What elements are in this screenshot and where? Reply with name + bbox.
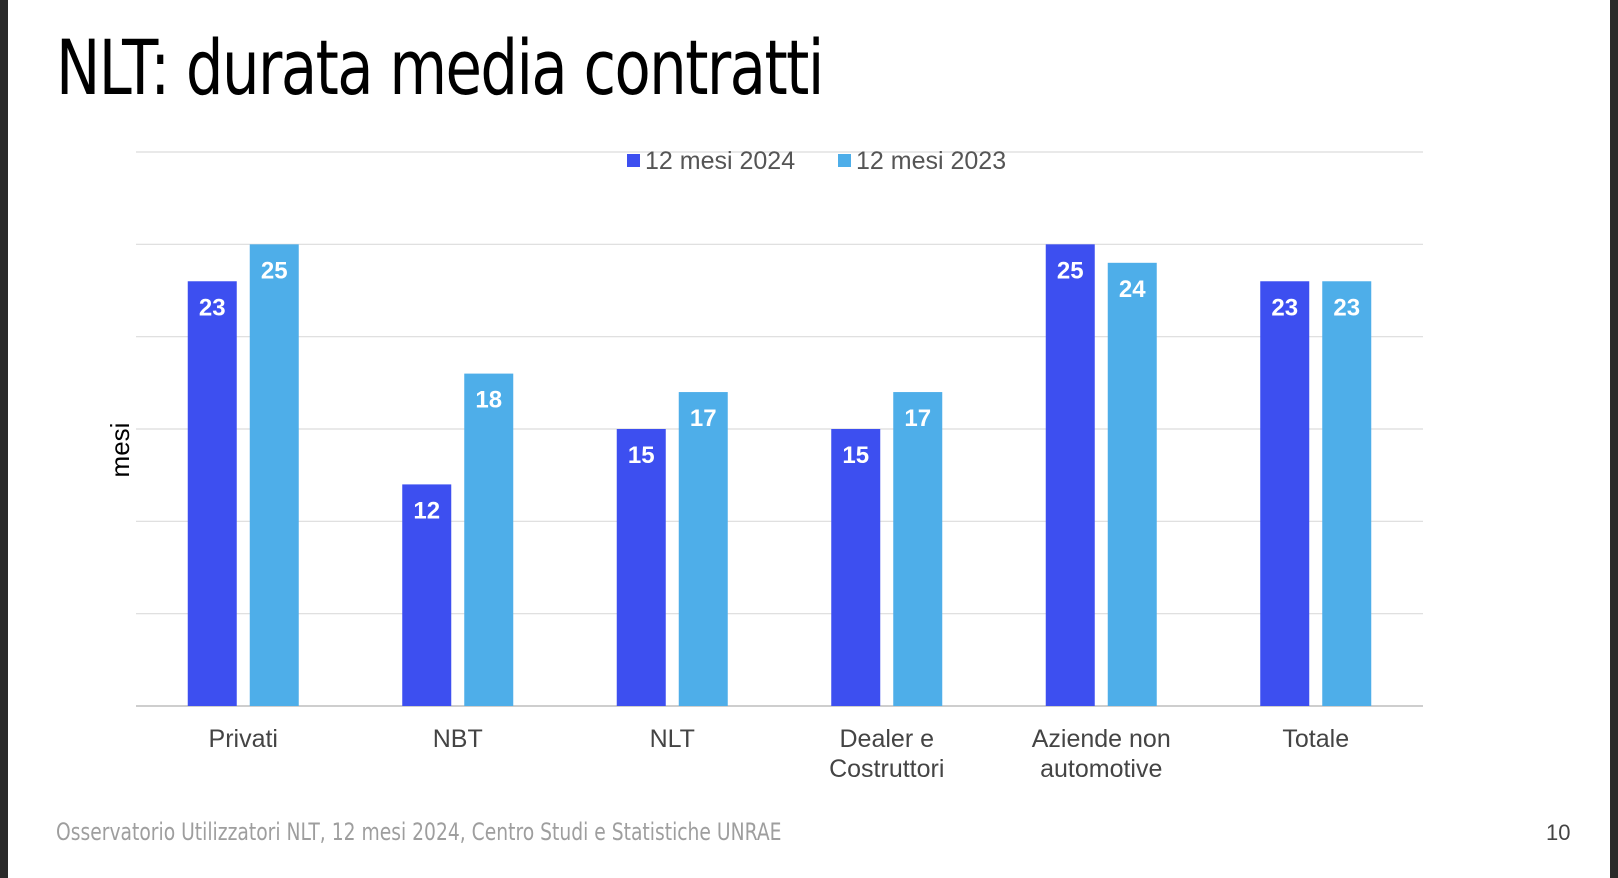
bar — [1260, 281, 1310, 706]
bar-chart: 12 mesi 2024 12 mesi 2023 23 25 12 18 15 17 15 1… — [105, 147, 1423, 783]
bar-value-label: 25 — [1057, 257, 1084, 284]
bar-value-label: 17 — [904, 405, 931, 432]
x-tick-label: Costruttori — [829, 755, 944, 783]
slide-title: NLT: durata media contratti — [56, 23, 824, 112]
x-tick-label: NBT — [433, 725, 483, 753]
bar — [249, 244, 299, 707]
slide: NLT: durata media contratti 12 mesi 2024… — [8, 0, 1610, 878]
x-tick-label: automotive — [1040, 755, 1162, 783]
bar-value-label: 15 — [628, 442, 655, 469]
bar — [464, 373, 514, 706]
x-tick-label: Dealer e — [840, 725, 935, 753]
bar — [187, 281, 237, 706]
legend-label: 12 mesi 2023 — [856, 147, 1006, 175]
x-tick-label: Privati — [209, 725, 278, 753]
bar-value-label: 23 — [1271, 294, 1298, 321]
bar-value-label: 25 — [261, 257, 288, 284]
bar — [678, 392, 728, 706]
bar — [1107, 262, 1157, 706]
y-axis-label: mesi — [105, 423, 135, 478]
x-tick-label: Totale — [1282, 725, 1349, 753]
bar — [616, 429, 666, 706]
bar — [402, 484, 452, 706]
page-number: 10 — [1546, 820, 1571, 845]
bar-value-label: 23 — [199, 294, 226, 321]
bar-value-label: 23 — [1333, 294, 1360, 321]
chart-legend: 12 mesi 2024 12 mesi 2023 — [627, 147, 1006, 175]
footer-source: Osservatorio Utilizzatori NLT, 12 mesi 2… — [56, 818, 782, 846]
bar-value-label: 17 — [690, 405, 717, 432]
bar-value-label: 15 — [842, 442, 869, 469]
x-tick-label: NLT — [650, 725, 695, 753]
bar — [831, 429, 881, 706]
chart-gridlines — [136, 151, 1423, 707]
chart-bars: 23 25 12 18 15 17 15 17 25 24 23 23 — [187, 244, 1372, 707]
legend-swatch — [627, 154, 640, 167]
bar — [893, 392, 943, 706]
x-tick-label: Aziende non — [1032, 725, 1171, 753]
bar — [1322, 281, 1372, 706]
bar-value-label: 12 — [413, 497, 440, 524]
bar-value-label: 18 — [475, 387, 502, 414]
bar — [1045, 244, 1095, 707]
legend-label: 12 mesi 2024 — [645, 147, 795, 175]
bar-value-label: 24 — [1119, 276, 1146, 303]
legend-swatch — [838, 154, 851, 167]
